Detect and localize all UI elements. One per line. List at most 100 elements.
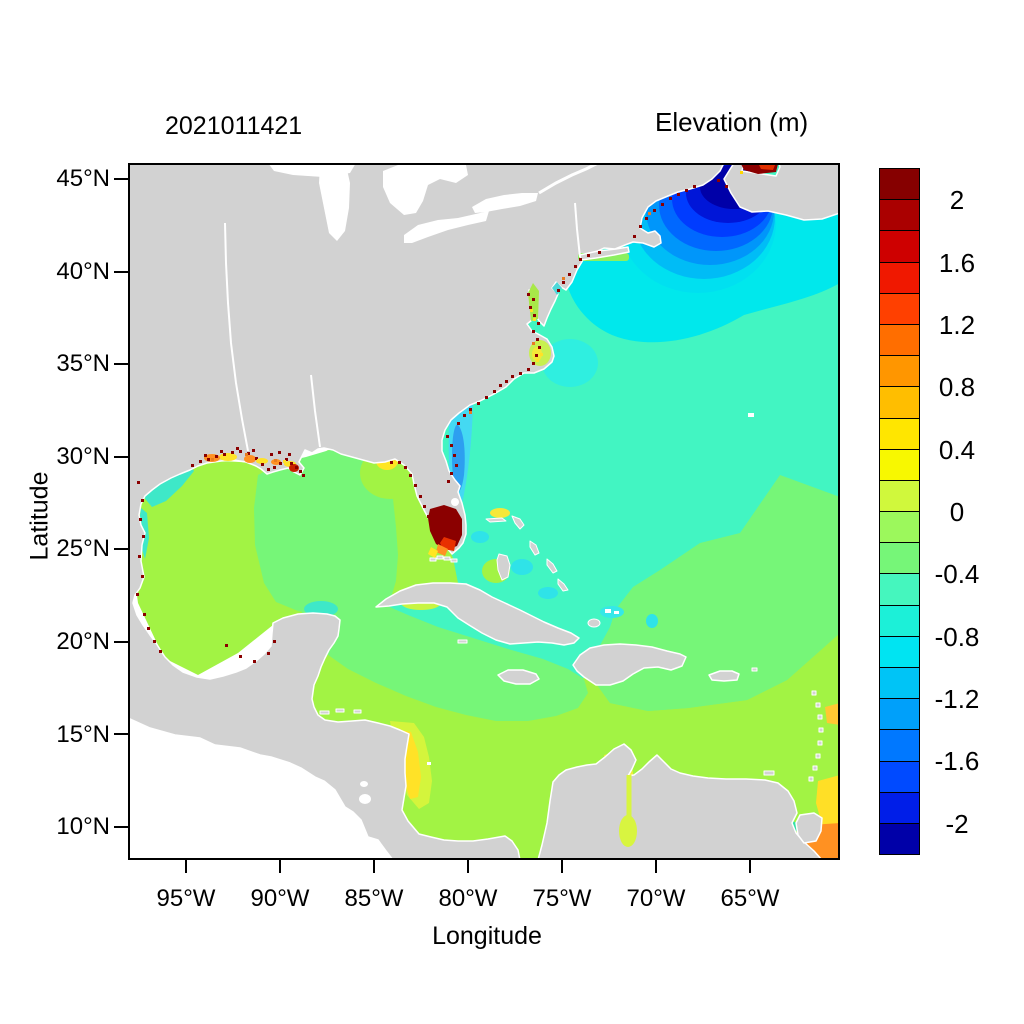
island-cuba: [375, 582, 580, 646]
colorbar-cell: [879, 261, 920, 294]
colorbar-cell: [879, 822, 920, 856]
island-jamaica: [497, 669, 540, 685]
florida-surge-high: [428, 505, 462, 558]
timestamp-title: 2021011421: [165, 112, 303, 140]
x-tick: [185, 860, 187, 873]
colorbar-cell: [879, 386, 920, 419]
colorbar-cell: [879, 698, 920, 731]
x-tick-label: 80°W: [438, 885, 498, 912]
x-tick: [655, 860, 657, 873]
colorbar-cell: [879, 760, 920, 793]
silver-bank-cyan: [646, 614, 658, 628]
x-axis-title: Longitude: [432, 922, 542, 950]
y-tick: [114, 178, 128, 180]
land: [128, 163, 840, 860]
turks-cyan-halo: [600, 606, 624, 618]
lake-michigan: [319, 163, 350, 241]
cyan-tongue: [542, 339, 598, 387]
y-tick: [114, 456, 128, 458]
plot-border: [128, 163, 840, 860]
y-tick-label: 45°N: [56, 165, 110, 192]
y-tick: [114, 271, 128, 273]
coastal-wet-cells-red: [136, 179, 728, 663]
coastal-bays: [528, 282, 637, 847]
colorbar-cell: [879, 417, 920, 450]
x-tick-label: 65°W: [720, 885, 780, 912]
y-tick-label: 15°N: [56, 721, 110, 748]
gulf-green-east: [254, 449, 398, 618]
lake-huron: [383, 163, 468, 215]
colorbar-label: 0.8: [938, 372, 976, 402]
lake-nicaragua: [359, 794, 371, 804]
colorbar-cell: [879, 479, 920, 513]
bermuda: [748, 413, 754, 417]
colorbar-cell: [879, 292, 920, 325]
x-tick-label: 75°W: [532, 885, 592, 912]
delaware-bay-fill: [552, 282, 562, 295]
lake-okeechobee: [451, 498, 459, 506]
colorbar-cell: [879, 729, 920, 762]
map-plot: [128, 163, 840, 860]
colorbar-label: 2: [949, 185, 965, 215]
colorbar-cell: [879, 604, 920, 637]
y-tick: [114, 826, 128, 828]
bay-of-fundy-high-sliver: [740, 164, 778, 174]
lakes-and-rivers: [224, 163, 754, 804]
san-andres: [427, 762, 431, 765]
lake-maracaibo: [619, 815, 637, 847]
y-tick-label: 35°N: [56, 350, 110, 377]
st-lawrence-river: [538, 163, 599, 195]
colorbar-cell: [879, 667, 920, 700]
colorbar-cell: [879, 355, 920, 388]
x-tick-label: 95°W: [156, 885, 216, 912]
colorbar-label: -1.2: [934, 684, 980, 714]
x-tick-label: 70°W: [626, 885, 686, 912]
x-tick: [561, 860, 563, 873]
colorbar-cell: [879, 511, 920, 544]
colorbar-cell: [879, 168, 920, 201]
island-trinidad: [795, 812, 823, 844]
caribbean-green: [300, 593, 588, 721]
colorbar-label: -1.6: [934, 746, 980, 776]
colorbar-label: 1.2: [938, 310, 976, 340]
southeast-edge-yellow: [816, 775, 840, 828]
bahama-yellow-patch: [490, 508, 510, 518]
y-tick-label: 30°N: [56, 443, 110, 470]
y-tick-label: 10°N: [56, 813, 110, 840]
bahama-cyan-2: [511, 559, 533, 575]
georgia-shelf-blue-band: [452, 424, 465, 493]
coastal-wet-cells-accent: [211, 212, 651, 463]
y-tick: [114, 363, 128, 365]
colorbar-label: 0: [949, 497, 965, 527]
x-tick-label: 90°W: [250, 885, 310, 912]
colorbar-cell: [879, 199, 920, 232]
colorbar-label: -0.4: [934, 559, 980, 589]
colorbar-cell: [879, 573, 920, 606]
colorbar-cell: [879, 635, 920, 668]
island-puerto-rico: [708, 670, 740, 682]
colorbar-label: -2: [945, 809, 969, 839]
colorbar-cell: [879, 542, 920, 575]
hudson-river: [574, 202, 581, 258]
alabama-river: [310, 374, 321, 448]
turks-islands: [605, 609, 611, 613]
bahama-cyan-3: [538, 587, 558, 599]
colorbar-label: 1.6: [938, 248, 976, 278]
colorbar-title: Elevation (m): [655, 107, 809, 137]
y-tick: [114, 548, 128, 550]
island-hispaniola: [572, 643, 687, 686]
mississippi-river: [224, 222, 249, 452]
colorbar-cell: [879, 448, 920, 481]
lake-ontario: [472, 193, 538, 213]
caicos-islands: [614, 611, 619, 614]
colorbar-label: -0.8: [934, 622, 980, 652]
islands-lesser-antilles: [751, 667, 824, 782]
y-tick-label: 25°N: [56, 535, 110, 562]
nova-scotia: [723, 163, 840, 221]
x-tick-label: 85°W: [344, 885, 404, 912]
lake-erie: [404, 211, 489, 243]
y-tick-label: 20°N: [56, 628, 110, 655]
florida-dark-red-blob: [428, 505, 462, 550]
colorbar-swatches: [879, 168, 920, 856]
colorbar-cell: [879, 791, 920, 824]
